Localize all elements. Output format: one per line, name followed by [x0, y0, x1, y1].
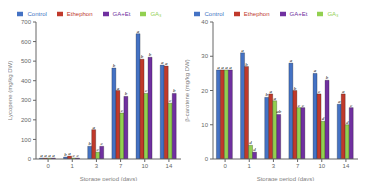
svg-text:b: b [64, 152, 67, 157]
svg-text:a: a [40, 153, 43, 158]
svg-text:c: c [145, 88, 148, 93]
svg-text:100: 100 [21, 137, 32, 143]
svg-text:b: b [125, 91, 128, 96]
svg-text:1: 1 [71, 163, 75, 169]
html-text:Control: Control [27, 11, 47, 17]
svg-text:1: 1 [248, 163, 252, 169]
html-text:Control: Control [204, 11, 224, 17]
svg-text:c: c [97, 147, 100, 152]
svg-text:14: 14 [166, 163, 173, 169]
svg-text:a: a [342, 89, 345, 94]
svg-text:a: a [269, 89, 272, 94]
svg-text:b: b [141, 54, 144, 59]
svg-text:β-carotene (mg/kg DW): β-carotene (mg/kg DW) [185, 59, 190, 121]
svg-text:700: 700 [21, 19, 32, 25]
svg-text:d: d [322, 116, 325, 121]
svg-text:a: a [161, 60, 164, 65]
svg-text:c: c [302, 103, 305, 108]
svg-text:b: b [88, 141, 91, 146]
svg-text:b: b [149, 52, 152, 57]
html-text:GA+Et: GA+Et [112, 11, 131, 17]
html-text:GA+Et: GA+Et [289, 11, 308, 17]
svg-text:3: 3 [95, 163, 99, 169]
svg-text:b: b [173, 88, 176, 93]
svg-text:a: a [229, 65, 232, 70]
svg-text:600: 600 [21, 39, 32, 45]
svg-text:c: c [101, 141, 104, 146]
svg-text:10: 10 [141, 163, 148, 169]
svg-text:b: b [326, 75, 329, 80]
html-text:GA₃: GA₃ [327, 11, 339, 17]
svg-text:200: 200 [21, 117, 32, 123]
svg-text:a: a [314, 68, 317, 73]
svg-text:500: 500 [21, 58, 32, 64]
svg-text:b: b [113, 63, 116, 68]
svg-text:0: 0 [223, 163, 227, 169]
svg-text:400: 400 [21, 78, 32, 84]
svg-text:a: a [48, 153, 51, 158]
html-text:GA₃: GA₃ [150, 11, 162, 17]
svg-text:a: a [241, 48, 244, 53]
svg-text:0: 0 [28, 156, 32, 162]
svg-text:a: a [117, 86, 120, 91]
html-text:Ethephon: Ethephon [66, 11, 93, 17]
svg-text:ab: ab [276, 109, 282, 114]
html-text:Ethephon: Ethephon [243, 11, 270, 17]
svg-text:c: c [350, 103, 353, 108]
svg-text:c: c [121, 108, 124, 113]
svg-text:7: 7 [119, 163, 123, 169]
svg-text:30: 30 [201, 53, 208, 59]
svg-text:Lycopene (mg/kg DW): Lycopene (mg/kg DW) [8, 61, 13, 120]
svg-text:b: b [265, 92, 268, 97]
svg-text:a: a [338, 99, 341, 104]
svg-text:10: 10 [201, 122, 208, 128]
svg-text:a: a [165, 61, 168, 66]
svg-text:b: b [245, 62, 248, 67]
svg-text:a: a [273, 96, 276, 101]
svg-text:d: d [346, 120, 349, 125]
svg-text:20: 20 [201, 88, 208, 94]
svg-text:3: 3 [272, 163, 276, 169]
svg-text:c: c [169, 98, 172, 103]
svg-text:a: a [68, 151, 71, 156]
svg-text:a: a [217, 65, 220, 70]
svg-text:0: 0 [46, 163, 50, 169]
svg-text:a: a [52, 153, 55, 158]
svg-text:14: 14 [343, 163, 350, 169]
svg-text:a: a [44, 153, 47, 158]
svg-text:c: c [298, 103, 301, 108]
svg-text:Storage period (days): Storage period (days) [80, 176, 138, 181]
svg-text:d: d [249, 140, 252, 145]
svg-text:300: 300 [21, 97, 32, 103]
svg-text:Storage period (days): Storage period (days) [257, 176, 315, 181]
svg-text:a: a [221, 65, 224, 70]
svg-text:c: c [318, 89, 321, 94]
svg-text:c: c [72, 153, 75, 158]
svg-text:40: 40 [201, 19, 208, 25]
svg-text:a: a [225, 65, 228, 70]
svg-text:d: d [253, 147, 256, 152]
svg-text:b: b [294, 86, 297, 91]
svg-text:10: 10 [318, 163, 325, 169]
svg-text:a: a [137, 29, 140, 34]
svg-text:0: 0 [205, 156, 209, 162]
svg-text:c: c [76, 153, 79, 158]
svg-text:a: a [92, 125, 95, 130]
svg-text:7: 7 [296, 163, 300, 169]
svg-text:a: a [290, 58, 293, 63]
